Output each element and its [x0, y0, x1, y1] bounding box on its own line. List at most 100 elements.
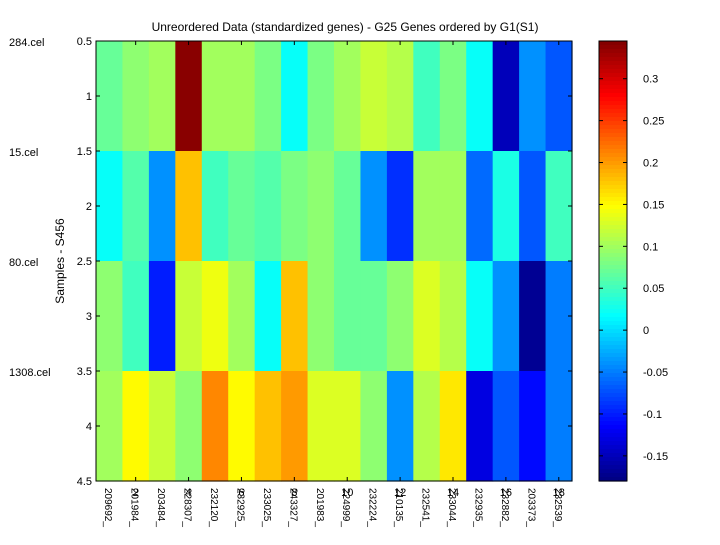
colorbar-segment [599, 361, 627, 366]
sample-label: 15.cel [9, 147, 38, 159]
heatmap-cell [122, 261, 150, 372]
y-axis-label: Samples - S456 [53, 218, 67, 304]
colorbar-segment [599, 357, 627, 362]
gene-label: 243327_ [287, 488, 298, 527]
heatmap-cell [492, 41, 520, 152]
heatmap-cell [386, 41, 414, 152]
heatmap-cell [519, 41, 547, 152]
heatmap-cell [281, 151, 309, 262]
heatmap-cell [254, 151, 282, 262]
colorbar-tick-label: 0.3 [643, 74, 658, 86]
heatmap-cell [466, 371, 494, 482]
colorbar-segment [599, 365, 627, 370]
colorbar-segment [599, 209, 627, 214]
heatmap-cell [334, 371, 362, 482]
heatmap-cell [201, 151, 229, 262]
colorbar-segment [599, 181, 627, 186]
colorbar-segment [599, 457, 627, 462]
gene-label: 233025_ [261, 488, 272, 527]
gene-label: 233044_ [446, 488, 457, 527]
heatmap-cell [466, 151, 494, 262]
heatmap-cell [360, 151, 388, 262]
colorbar-segment [599, 281, 627, 286]
colorbar-segment [599, 397, 627, 402]
x-tick-label: 6 [238, 487, 244, 499]
heatmap-cell [175, 261, 203, 372]
colorbar-segment [599, 101, 627, 106]
heatmap-cell [492, 261, 520, 372]
colorbar-segment [599, 345, 627, 350]
colorbar-tick-label: 0.15 [643, 199, 664, 211]
colorbar-segment [599, 57, 627, 62]
colorbar-tick-label: 0.05 [643, 283, 664, 295]
heatmap-cell [96, 151, 124, 262]
colorbar-segment [599, 393, 627, 398]
y-tick-label: 2.5 [77, 256, 92, 268]
colorbar-segment [599, 373, 627, 378]
colorbar-segment [599, 249, 627, 254]
colorbar-segment [599, 301, 627, 306]
heatmap-cell [413, 261, 441, 372]
heatmap-cell [360, 41, 388, 152]
colorbar-segment [599, 205, 627, 210]
heatmap-cell [307, 41, 335, 152]
heatmap-cell [413, 151, 441, 262]
gene-label: 232935_ [472, 488, 483, 527]
colorbar-segment [599, 273, 627, 278]
colorbar-segment [599, 401, 627, 406]
colorbar-segment [599, 217, 627, 222]
heatmap-cell [254, 371, 282, 482]
y-tick-label: 1.5 [77, 146, 92, 158]
heatmap-cell [201, 41, 229, 152]
colorbar-segment [599, 413, 627, 418]
colorbar-segment [599, 293, 627, 298]
colorbar-segment [599, 129, 627, 134]
colorbar-segment [599, 369, 627, 374]
colorbar-segment [599, 81, 627, 86]
colorbar-segment [599, 153, 627, 158]
gene-label: 232541_ [420, 488, 431, 527]
heatmap-cell [254, 41, 282, 152]
heatmap-cell [122, 41, 150, 152]
colorbar-segment [599, 149, 627, 154]
y-tick-label: 4 [86, 421, 92, 433]
colorbar-segment [599, 65, 627, 70]
heatmap-cell [96, 261, 124, 372]
y-tick-label: 0.5 [77, 36, 92, 48]
gene-label: 228307_ [182, 488, 193, 527]
heatmap-cell [466, 261, 494, 372]
colorbar-segment [599, 241, 627, 246]
colorbar-segment [599, 461, 627, 466]
gene-label: 201984_ [129, 488, 140, 527]
heatmap-cell [466, 41, 494, 152]
heatmap-cell [281, 371, 309, 482]
colorbar-segment [599, 85, 627, 90]
heatmap-cell [386, 151, 414, 262]
heatmap-cell [439, 371, 467, 482]
x-tick-label: 12 [394, 487, 406, 499]
colorbar-segment [599, 477, 627, 482]
colorbar-segment [599, 201, 627, 206]
gene-label: 232539_ [552, 488, 563, 527]
colorbar-segment [599, 137, 627, 142]
heatmap-cell [439, 41, 467, 152]
colorbar-segment [599, 353, 627, 358]
x-tick-label: 18 [553, 487, 565, 499]
colorbar-segment [599, 333, 627, 338]
heatmap-cell [307, 151, 335, 262]
colorbar-segment [599, 165, 627, 170]
heatmap-cell [201, 261, 229, 372]
heatmap-cell [228, 151, 256, 262]
gene-label: 201983_ [314, 488, 325, 527]
colorbar-tick-label: -0.15 [643, 451, 668, 463]
colorbar-segment [599, 213, 627, 218]
colorbar-segment [599, 341, 627, 346]
heatmap-cell [281, 261, 309, 372]
sample-label: 80.cel [9, 257, 38, 269]
y-tick-label: 3.5 [77, 366, 92, 378]
colorbar-frame [598, 40, 628, 482]
colorbar-tick-label: -0.1 [643, 409, 662, 421]
heatmap-cell [519, 261, 547, 372]
colorbar-tick-label: 0.2 [643, 158, 658, 170]
heatmap-cell [281, 41, 309, 152]
